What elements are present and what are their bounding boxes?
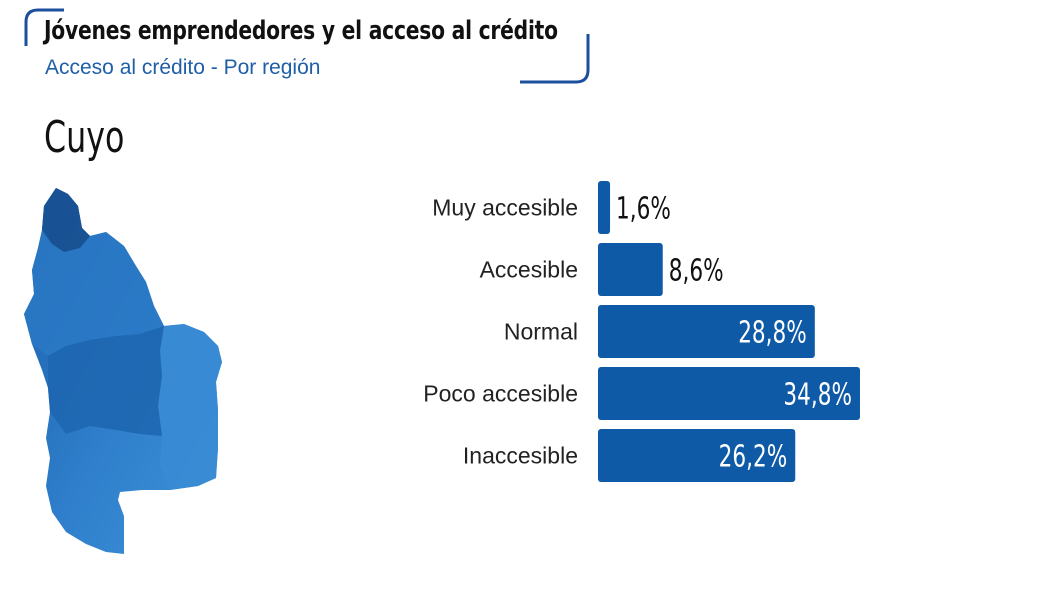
category-label-5: Inaccesible <box>463 443 578 469</box>
page-subtitle: Acceso al crédito - Por región <box>45 56 321 79</box>
value-label-4: 34,8% <box>783 378 852 412</box>
header-frame <box>24 8 590 84</box>
page-title: Jóvenes emprendedores y el acceso al cré… <box>44 16 558 46</box>
bar-4 <box>598 367 860 420</box>
region-name: Cuyo <box>44 112 125 163</box>
bar-3 <box>598 305 815 358</box>
bar-2 <box>598 243 663 296</box>
bar-5 <box>598 429 796 482</box>
header-border <box>24 8 590 84</box>
category-label-3: Normal <box>504 319 578 345</box>
value-label-1: 1,6% <box>616 192 671 226</box>
bar-1 <box>598 181 611 234</box>
value-label-3: 28,8% <box>738 316 807 350</box>
value-label-2: 8,6% <box>669 254 724 288</box>
value-label-5: 26,2% <box>719 440 788 474</box>
category-label-1: Muy accesible <box>432 195 578 221</box>
category-label-2: Accesible <box>480 257 578 283</box>
category-label-4: Poco accesible <box>423 381 578 407</box>
cuyo-region-map-icon <box>24 188 222 554</box>
